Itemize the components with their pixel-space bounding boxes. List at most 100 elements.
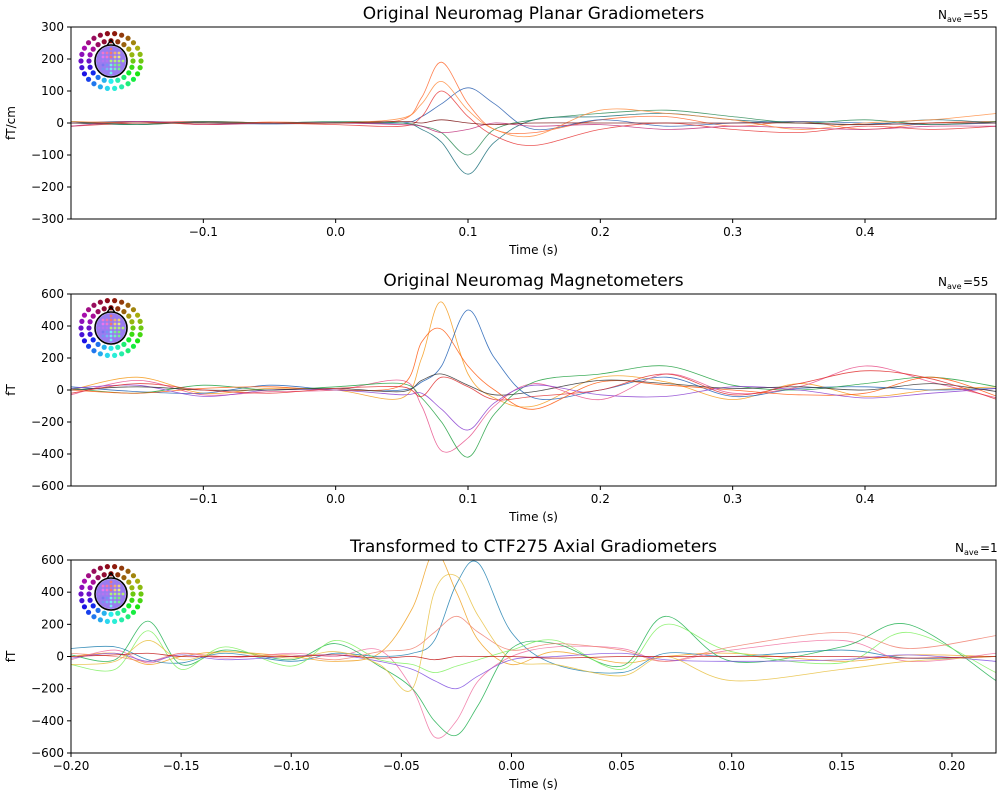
x-axis-label: Time (s)	[508, 777, 558, 791]
trace-6	[71, 615, 996, 662]
sensor-dot	[79, 332, 85, 338]
sensor-dot	[78, 591, 84, 597]
sensor-dot	[121, 575, 127, 581]
sensor-dot	[95, 607, 101, 613]
sensor-dot	[86, 591, 92, 597]
sensor-dot	[113, 318, 117, 322]
x-tick-label: 0.00	[498, 759, 525, 773]
y-tick-label: −100	[31, 148, 64, 162]
panel-3: −0.20 −0.15 −0.10 −0.05 0.00 0.05 0.10 0.15 0.20…	[4, 537, 998, 791]
x-tick-label: 0.10	[718, 759, 745, 773]
sensor-dot	[87, 597, 93, 603]
sensor-dot	[91, 81, 97, 87]
sensor-dot	[125, 35, 131, 41]
sensor-dot	[138, 58, 144, 64]
sensor-dot	[134, 338, 141, 344]
sensor-dot	[113, 600, 117, 604]
sensor-dot	[109, 338, 113, 342]
sensor-dot	[125, 568, 131, 574]
x-tick-label: 0.2	[591, 492, 610, 506]
sensor-dot	[108, 78, 114, 84]
nave-value: =55	[963, 275, 988, 289]
y-tick-label: 200	[41, 52, 64, 66]
sensor-dot	[125, 81, 131, 87]
sensor-dot	[101, 318, 105, 322]
sensor-dot	[129, 319, 135, 325]
trace-5	[71, 327, 996, 410]
panel-title: Original Neuromag Planar Gradiometers	[363, 4, 705, 24]
sensor-dot	[137, 65, 143, 71]
sensor-dot	[109, 63, 113, 67]
traces	[71, 560, 996, 739]
sensor-dot	[121, 74, 127, 80]
sensor-dot	[95, 74, 101, 80]
sensor-dot	[101, 588, 105, 592]
x-tick-label: −0.20	[53, 759, 90, 773]
y-tick-label: 200	[41, 351, 64, 365]
sensor-dot	[105, 330, 109, 334]
panel-title: Original Neuromag Magnetometers	[383, 271, 683, 291]
sensor-dot	[134, 45, 141, 51]
sensor-dot	[121, 309, 127, 315]
trace-6	[71, 384, 996, 431]
sensor-dot	[105, 600, 109, 604]
nose-outline	[106, 38, 116, 46]
sensor-dot	[126, 46, 132, 52]
sensor-dot	[101, 592, 105, 596]
sensor-dot	[109, 334, 113, 338]
sensor-dot	[117, 55, 121, 59]
sensor-dot	[90, 46, 96, 52]
sensor-dot	[125, 302, 131, 308]
sensor-dot	[113, 67, 117, 71]
sensor-dot	[109, 67, 113, 71]
sensor-dot	[112, 618, 118, 624]
sensor-dot	[126, 579, 132, 585]
sensor-dot	[130, 609, 137, 615]
sensor-dot	[97, 32, 103, 38]
sensor-dot	[79, 65, 85, 71]
trace-3	[71, 365, 996, 453]
sensor-dot	[109, 600, 113, 604]
sensor-dot	[101, 584, 105, 588]
sensor-dot	[119, 299, 125, 305]
x-axis-label: Time (s)	[508, 510, 558, 524]
sensor-dot	[81, 45, 88, 51]
sensor-dot	[121, 341, 127, 347]
sensor-dot	[109, 55, 113, 59]
sensor-dot	[109, 47, 113, 51]
y-tick-label: 400	[41, 585, 64, 599]
sensor-dot	[85, 76, 92, 82]
sensor-dot	[81, 604, 88, 610]
sensor-layout-head-icon	[78, 564, 144, 624]
x-tick-label: 0.0	[326, 225, 345, 239]
sensor-dot	[115, 77, 121, 83]
sensor-dot	[85, 343, 92, 349]
sensor-dot	[130, 307, 137, 313]
sensor-dot	[134, 71, 141, 77]
sensor-dot	[101, 51, 105, 55]
sensor-dot	[79, 598, 85, 604]
sensor-dot	[130, 591, 136, 597]
sensor-dot	[105, 59, 109, 63]
sensor-dot	[121, 59, 125, 63]
sensor-dot	[81, 312, 88, 318]
sensor-dot	[90, 603, 96, 609]
sensor-dot	[129, 331, 135, 337]
sensor-dot	[121, 326, 125, 330]
sensor-dot	[113, 63, 117, 67]
sensor-dot	[101, 77, 107, 83]
sensor-dot	[137, 318, 143, 324]
sensor-dot	[95, 575, 101, 581]
trace-7	[71, 652, 996, 690]
sensor-dot	[97, 326, 101, 330]
sensor-dot	[115, 610, 121, 616]
sensor-dot	[117, 592, 121, 596]
sensor-dot	[115, 572, 121, 578]
sensor-dot	[109, 71, 113, 75]
sensor-dot	[97, 351, 103, 357]
trace-9	[71, 652, 996, 661]
sensor-dot	[126, 313, 132, 319]
sensor-dot	[119, 32, 125, 38]
